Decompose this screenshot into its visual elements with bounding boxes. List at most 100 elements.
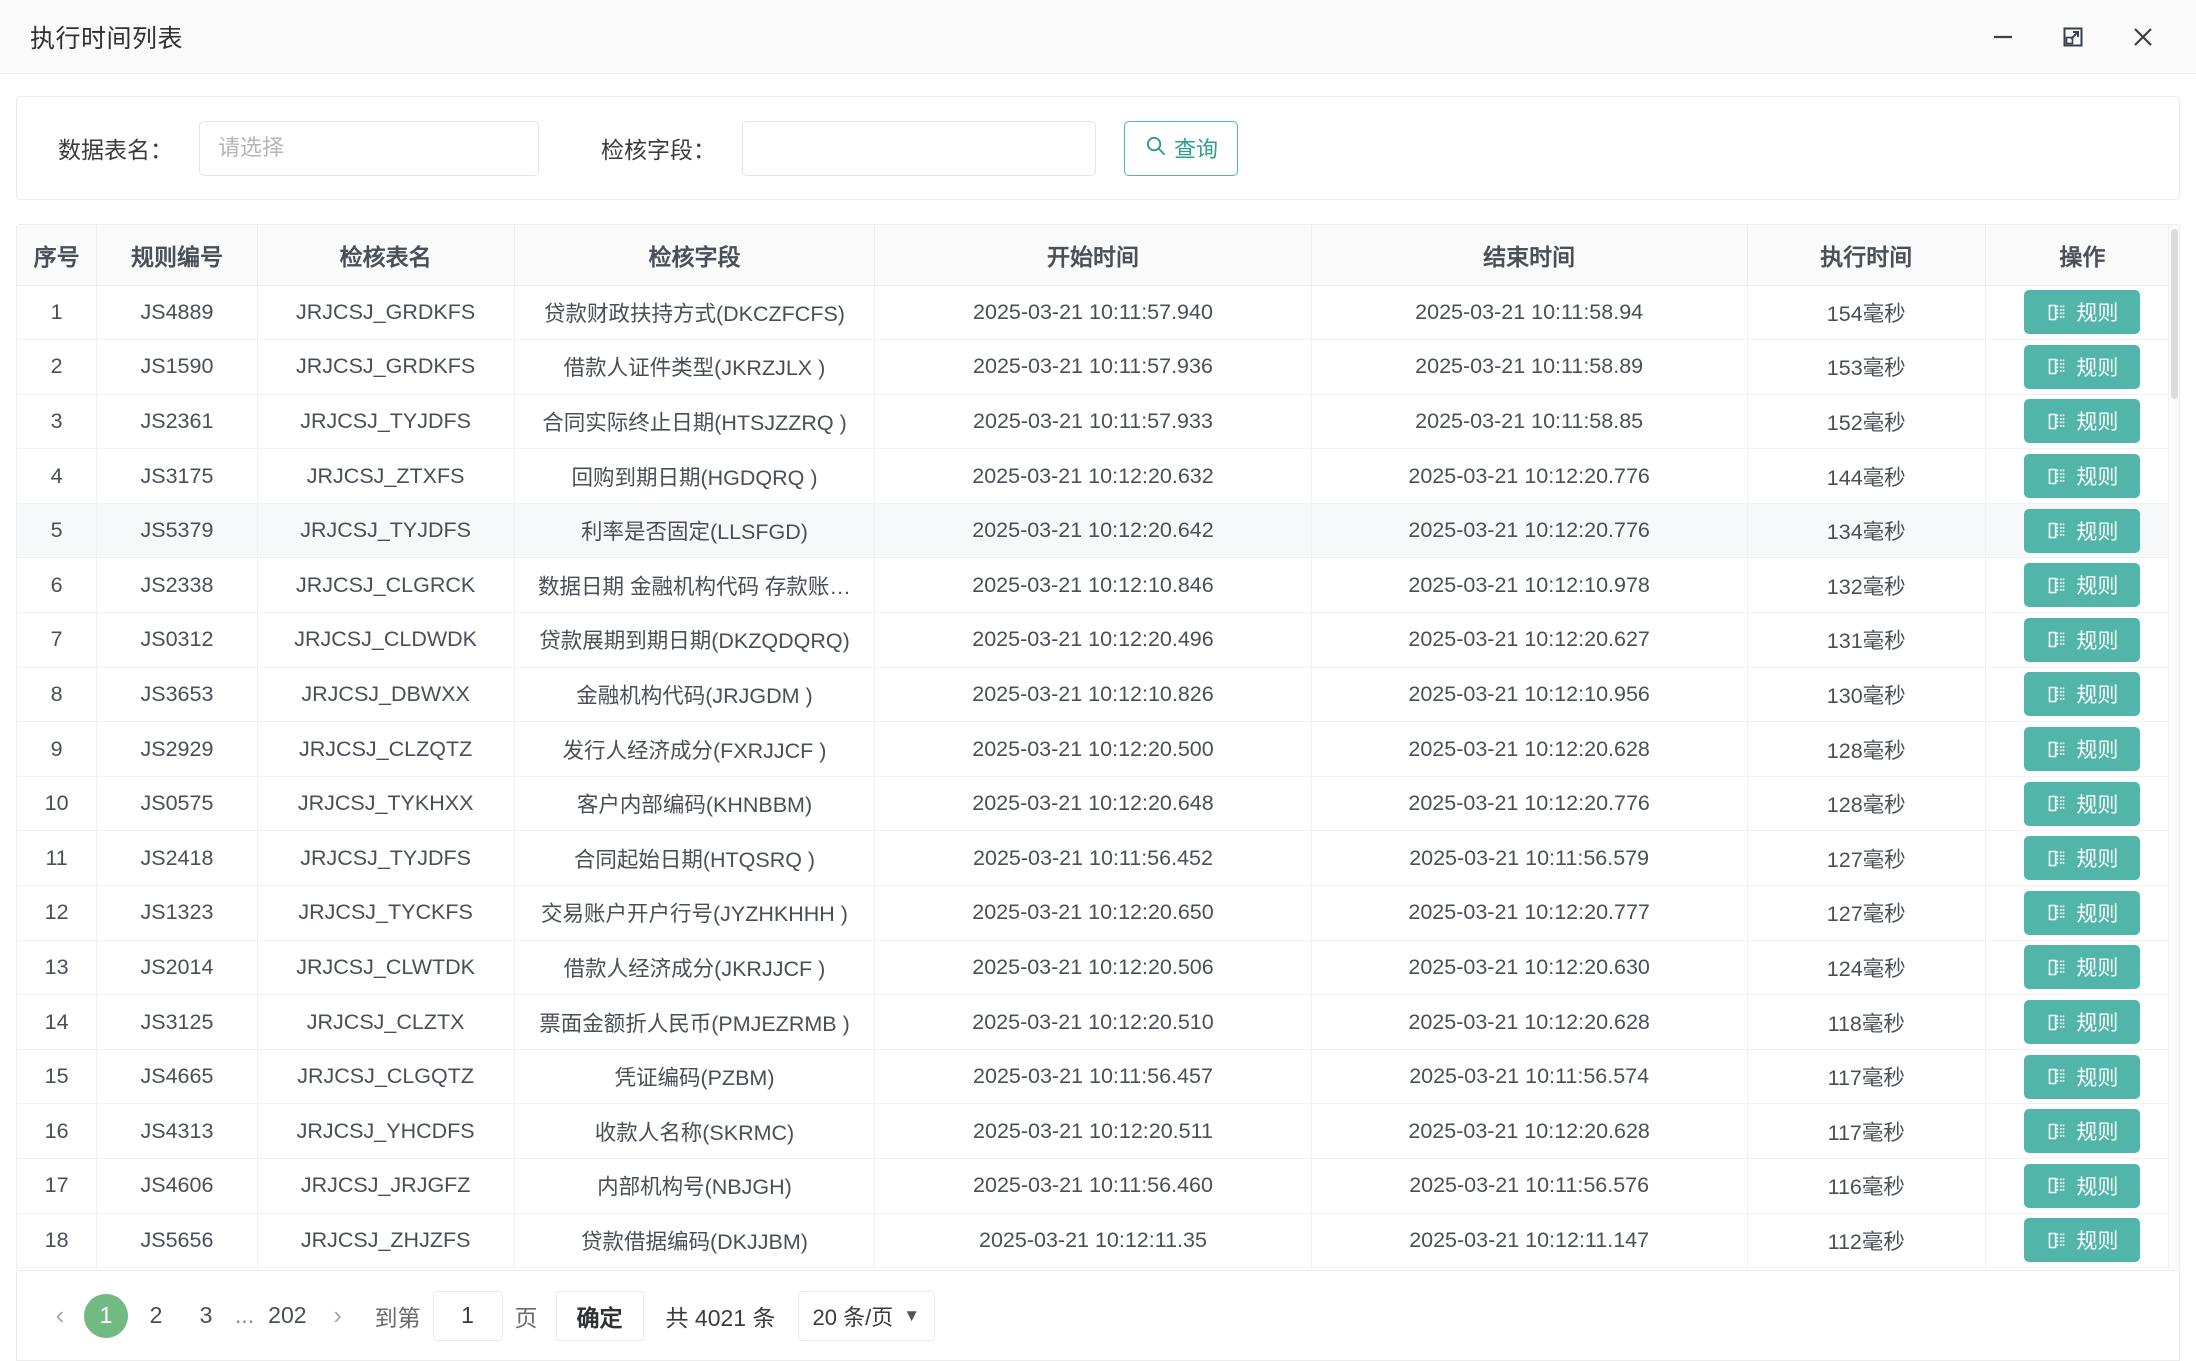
- total-count-label: 共 4021 条: [665, 1304, 776, 1331]
- close-button[interactable]: [2126, 20, 2160, 54]
- chevron-right-icon[interactable]: ›: [333, 1300, 342, 1330]
- rule-button[interactable]: 规则: [2024, 508, 2141, 553]
- window-titlebar: 执行时间列表: [0, 0, 2196, 74]
- rule-button[interactable]: 规则: [2024, 727, 2141, 772]
- row-check-table: JRJCSJ_TYCKFS: [257, 885, 515, 941]
- row-check-table: JRJCSJ_CLGQTZ: [257, 1049, 515, 1105]
- table-row[interactable]: 2 JS1590 JRJCSJ_GRDKFS 借款人证件类型(JKRZJLX ) 202…: [17, 339, 2179, 395]
- row-rule-number: JS5656: [96, 1213, 258, 1269]
- row-check-field: [514, 1267, 876, 1270]
- check-field-input[interactable]: [742, 120, 1096, 176]
- table-header-row: 序号 规则编号 检核表名 检核字段 开始时间 结束时间 执行时间 操作: [17, 225, 2179, 286]
- row-start-time: 2025-03-21 10:12:11.35: [874, 1213, 1312, 1269]
- table-row[interactable]: 7 JS0312 JRJCSJ_CLDWDK 贷款展期到期日期(DKZQDQRQ) 20…: [17, 612, 2179, 668]
- rule-button[interactable]: 规则: [2024, 945, 2141, 990]
- execution-time-table-container: 序号 规则编号 检核表名 检核字段 开始时间 结束时间 执行时间 操作 1 JS4…: [16, 224, 2180, 1271]
- row-index: 4: [17, 448, 98, 504]
- row-index: [17, 1267, 98, 1270]
- row-start-time: 2025-03-21 10:11:56.457: [874, 1049, 1312, 1105]
- table-row[interactable]: 10 JS0575 JRJCSJ_TYKHXX 客户内部编码(KHNBBM) 2025-…: [17, 776, 2179, 832]
- row-duration: 134毫秒: [1747, 503, 1986, 559]
- maximize-button[interactable]: [2056, 20, 2090, 54]
- row-check-field: 贷款财政扶持方式(DKCZFCFS): [514, 285, 876, 341]
- search-button[interactable]: 查询: [1124, 120, 1239, 176]
- row-end-time: 2025-03-21 10:12:20.776: [1311, 776, 1748, 832]
- table-row[interactable]: 16 JS4313 JRJCSJ_YHCDFS 收款人名称(SKRMC) 2025-03…: [17, 1103, 2179, 1159]
- table-row[interactable]: 9 JS2929 JRJCSJ_CLZQTZ 发行人经济成分(FXRJJCF ) 202…: [17, 721, 2179, 777]
- rule-button[interactable]: 规则: [2024, 890, 2141, 935]
- table-row[interactable]: 8 JS3653 JRJCSJ_DBWXX 金融机构代码(JRJGDM ) 2025-0…: [17, 667, 2179, 723]
- rule-button[interactable]: 规则: [2024, 836, 2141, 881]
- row-duration: 124毫秒: [1747, 940, 1986, 996]
- page-size-select[interactable]: 20 条/页 ▼: [797, 1290, 936, 1341]
- rule-button[interactable]: 规则: [2024, 563, 2141, 608]
- rule-button[interactable]: 规则: [2024, 617, 2141, 662]
- row-end-time: 2025-03-21 10:12:20.627: [1311, 612, 1748, 668]
- rule-button[interactable]: 规则: [2024, 1109, 2141, 1154]
- row-check-table: JRJCSJ_ZHJZFS: [257, 1213, 515, 1269]
- table-name-select[interactable]: [199, 120, 539, 176]
- row-action-cell: 规则: [1985, 1213, 2179, 1269]
- confirm-button[interactable]: 确定: [555, 1290, 644, 1341]
- row-check-table: JRJCSJ_CLDWDK: [257, 612, 515, 668]
- row-check-field: 数据日期 金融机构代码 存款账…: [514, 557, 876, 614]
- row-duration: 131毫秒: [1747, 612, 1986, 668]
- row-index: 2: [17, 339, 98, 395]
- column-header-action: 操作: [1985, 225, 2179, 286]
- page-button-last[interactable]: 202: [268, 1302, 307, 1328]
- table-row[interactable]: 6 JS2338 JRJCSJ_CLGRCK 数据日期 金融机构代码 存款账… 2025…: [17, 557, 2179, 614]
- rule-button-label: 规则: [2076, 1230, 2119, 1254]
- rule-button[interactable]: 规则: [2024, 1000, 2141, 1045]
- rule-button-label: 规则: [2076, 957, 2119, 981]
- table-row[interactable]: 4 JS3175 JRJCSJ_ZTXFS 回购到期日期(HGDQRQ ) 2025-0…: [17, 448, 2179, 504]
- page-button-2[interactable]: 2: [149, 1302, 163, 1328]
- row-action-cell: 规则: [1985, 557, 2179, 614]
- table-row[interactable]: [17, 1267, 2179, 1270]
- rule-button[interactable]: 规则: [2024, 1054, 2141, 1099]
- table-row[interactable]: 3 JS2361 JRJCSJ_TYJDFS 合同实际终止日期(HTSJZZRQ ) 2…: [17, 394, 2179, 450]
- row-rule-number: JS2338: [96, 557, 258, 614]
- rule-button[interactable]: 规则: [2024, 290, 2141, 335]
- row-start-time: 2025-03-21 10:12:20.506: [874, 940, 1312, 996]
- table-row[interactable]: 13 JS2014 JRJCSJ_CLWTDK 借款人经济成分(JKRJJCF ) 20…: [17, 940, 2179, 996]
- minimize-button[interactable]: [1986, 20, 2020, 54]
- rule-button[interactable]: 规则: [2024, 1218, 2141, 1263]
- rule-book-icon: [2046, 1012, 2067, 1033]
- search-icon: [1144, 134, 1167, 163]
- table-body: 1 JS4889 JRJCSJ_GRDKFS 贷款财政扶持方式(DKCZFCFS) 20…: [17, 285, 2179, 1270]
- table-scrollbar[interactable]: [2168, 225, 2179, 1270]
- page-title: 执行时间列表: [30, 24, 184, 53]
- rule-button[interactable]: 规则: [2024, 344, 2141, 389]
- rule-button[interactable]: 规则: [2024, 781, 2141, 826]
- table-scrollbar-thumb[interactable]: [2171, 229, 2178, 399]
- rule-button[interactable]: 规则: [2024, 399, 2141, 444]
- row-check-field: 收款人名称(SKRMC): [514, 1103, 876, 1159]
- table-row[interactable]: 5 JS5379 JRJCSJ_TYJDFS 利率是否固定(LLSFGD) 2025-0…: [17, 503, 2179, 559]
- rule-button[interactable]: 规则: [2024, 672, 2141, 717]
- table-row[interactable]: 12 JS1323 JRJCSJ_TYCKFS 交易账户开户行号(JYZHKHHH )…: [17, 885, 2179, 941]
- row-check-table: JRJCSJ_TYJDFS: [257, 394, 515, 450]
- table-row[interactable]: 1 JS4889 JRJCSJ_GRDKFS 贷款财政扶持方式(DKCZFCFS) 20…: [17, 285, 2179, 341]
- rule-button[interactable]: 规则: [2024, 1163, 2141, 1208]
- rule-button-label: 规则: [2076, 302, 2119, 326]
- table-row[interactable]: 14 JS3125 JRJCSJ_CLZTX 票面金额折人民币(PMJEZRMB ) 2…: [17, 994, 2179, 1050]
- page-button-1[interactable]: 1: [84, 1293, 128, 1338]
- jump-page-input[interactable]: [432, 1290, 503, 1341]
- row-index: 18: [17, 1213, 98, 1269]
- row-index: 11: [17, 830, 98, 887]
- table-row[interactable]: 11 JS2418 JRJCSJ_TYJDFS 合同起始日期(HTQSRQ ) 2025…: [17, 830, 2179, 887]
- page-ellipsis[interactable]: ...: [235, 1302, 255, 1328]
- table-row[interactable]: 17 JS4606 JRJCSJ_JRJGFZ 内部机构号(NBJGH) 2025-03…: [17, 1158, 2179, 1214]
- chevron-left-icon[interactable]: ‹: [55, 1300, 65, 1330]
- rule-button[interactable]: 规则: [2024, 454, 2141, 499]
- rule-book-icon: [2046, 411, 2067, 432]
- page-button-3[interactable]: 3: [199, 1302, 213, 1328]
- rule-book-icon: [2046, 1066, 2067, 1087]
- row-rule-number: JS4606: [96, 1158, 258, 1214]
- row-check-field: 发行人经济成分(FXRJJCF ): [514, 721, 876, 777]
- row-duration: 152毫秒: [1747, 394, 1986, 450]
- row-check-field: 贷款借据编码(DKJJBM): [514, 1213, 876, 1269]
- table-row[interactable]: 15 JS4665 JRJCSJ_CLGQTZ 凭证编码(PZBM) 2025-03-2…: [17, 1049, 2179, 1105]
- table-row[interactable]: 18 JS5656 JRJCSJ_ZHJZFS 贷款借据编码(DKJJBM) 2025-…: [17, 1213, 2179, 1269]
- rule-book-icon: [2046, 466, 2067, 487]
